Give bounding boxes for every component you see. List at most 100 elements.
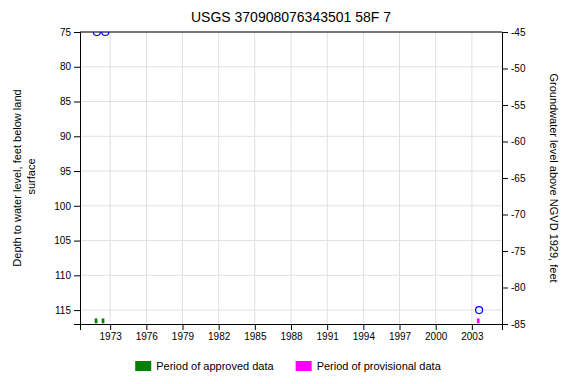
period-bar	[95, 318, 98, 323]
tick-label: -50	[511, 63, 526, 74]
tick-label: -75	[511, 246, 526, 257]
tick: -50	[502, 63, 526, 74]
tick-label: 105	[54, 235, 71, 246]
grid-line	[80, 32, 502, 33]
grid-line	[363, 32, 364, 324]
tick-mark	[502, 251, 508, 252]
tick-label: -45	[511, 27, 526, 38]
y-axis-label-line: Depth to water level, feet below land	[11, 89, 23, 266]
period-bar	[477, 318, 480, 323]
tick-mark	[291, 324, 292, 330]
grid-line	[327, 32, 328, 324]
tick-label: -65	[511, 173, 526, 184]
tick-mark	[74, 32, 80, 33]
grid-line	[80, 275, 502, 276]
tick-mark	[74, 102, 80, 103]
tick-mark	[502, 105, 508, 106]
tick-label: 115	[55, 305, 71, 316]
tick-label: -60	[511, 136, 526, 147]
axis-domain	[503, 33, 509, 325]
y-axis-label-line: surface	[25, 158, 37, 197]
tick-mark	[502, 288, 508, 289]
tick-label: 1973	[100, 331, 123, 342]
axis-domain	[74, 33, 81, 325]
grid-line	[80, 66, 502, 67]
tick-label: 80	[60, 61, 72, 72]
tick-label: -55	[511, 100, 526, 111]
tick-label: 110	[55, 270, 71, 281]
tick-label: -80	[511, 282, 526, 293]
period-bar	[102, 318, 105, 323]
tick-label: 85	[60, 96, 72, 107]
axis-domain	[81, 325, 503, 331]
legend-item: Period of provisional data	[296, 360, 442, 372]
tick: 110	[55, 270, 80, 281]
tick: -55	[502, 100, 526, 111]
tick-mark	[502, 69, 508, 70]
frame-top	[80, 32, 502, 33]
legend-swatch	[296, 361, 312, 371]
tick: -65	[502, 173, 526, 184]
tick: 1988	[280, 324, 303, 342]
tick-label: 2003	[461, 331, 484, 342]
tick: -60	[502, 136, 526, 147]
grid-line	[399, 32, 400, 324]
tick-mark	[219, 324, 220, 330]
grid-line	[218, 32, 219, 324]
tick-label: 2000	[425, 331, 448, 342]
plot-area	[93, 32, 482, 323]
tick-label: 1979	[172, 331, 195, 342]
tick: -70	[502, 209, 526, 220]
tick-mark	[74, 171, 80, 172]
grid-line	[80, 101, 502, 102]
tick-label: 100	[54, 201, 71, 212]
tick-mark	[74, 206, 80, 207]
tick: 90	[60, 131, 80, 142]
tick-mark	[74, 241, 80, 242]
tick: -85	[502, 319, 526, 330]
tick-mark	[436, 324, 437, 330]
y2-axis: -45 -50 -55 -60 -65 -70 -75 -80 -85	[502, 27, 526, 330]
tick-mark	[110, 324, 111, 330]
tick-mark	[74, 275, 80, 276]
tick-mark	[502, 142, 508, 143]
tick: 80	[60, 61, 80, 72]
tick: 1982	[208, 324, 231, 342]
tick: 1973	[100, 324, 123, 342]
tick: 85	[60, 96, 80, 107]
grid-line	[80, 310, 502, 311]
tick: 105	[54, 235, 80, 246]
tick: 1985	[244, 324, 267, 342]
tick-mark	[327, 324, 328, 330]
grid-line	[435, 32, 436, 324]
grid-line	[110, 32, 111, 324]
tick-mark	[146, 324, 147, 330]
grid-line	[80, 171, 502, 172]
grid-line	[80, 205, 502, 206]
tick-mark	[472, 324, 473, 330]
grid-line	[291, 32, 292, 324]
chart: 1973197619791982198519881991199419972000…	[0, 0, 576, 384]
legend-swatch	[135, 361, 151, 371]
tick-label: 1985	[244, 331, 267, 342]
y-axis-label: Depth to water level, feet below land su…	[11, 89, 36, 266]
tick-label: 1997	[389, 331, 412, 342]
tick: 75	[60, 27, 80, 38]
data-point	[102, 32, 109, 36]
y-axis: 75 80 85 90 95 100 105 110 115	[54, 27, 80, 325]
tick: 2003	[461, 324, 484, 342]
tick: 115	[55, 305, 80, 316]
legend: Period of approved data Period of provisi…	[135, 360, 441, 372]
tick-mark	[502, 324, 508, 325]
tick-mark	[502, 215, 508, 216]
tick-label: 1982	[208, 331, 231, 342]
tick-label: 75	[60, 27, 72, 38]
legend-item: Period of approved data	[135, 360, 274, 372]
tick-label: 1976	[136, 331, 159, 342]
tick: 95	[60, 166, 80, 177]
tick: -45	[502, 27, 526, 38]
tick-label: 95	[60, 166, 72, 177]
tick: 1976	[136, 324, 159, 342]
grid-line	[80, 136, 502, 137]
tick-mark	[182, 324, 183, 330]
